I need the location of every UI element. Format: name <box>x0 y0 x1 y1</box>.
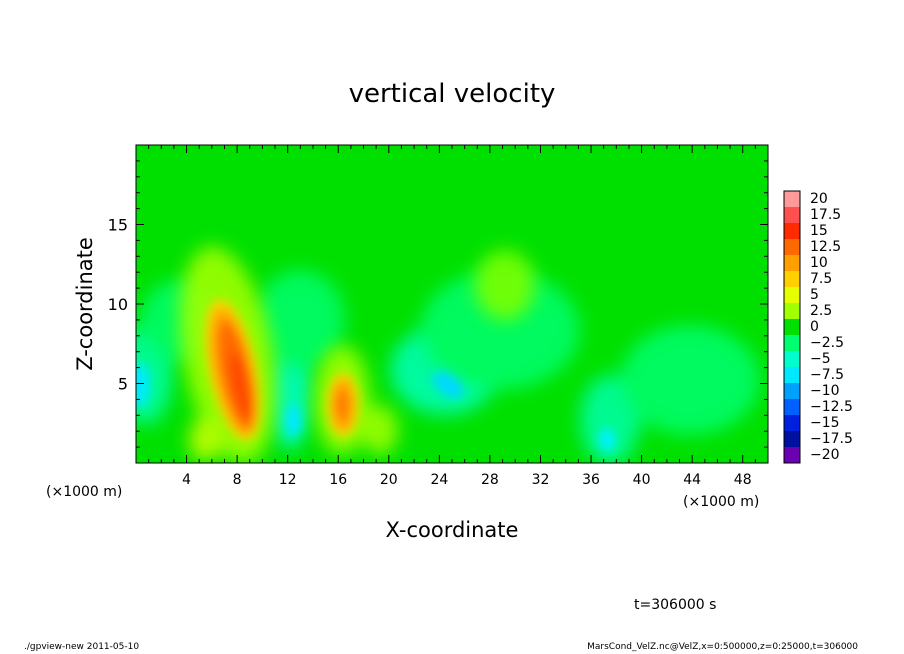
colorbar-swatch <box>784 351 800 367</box>
colorbar-swatch <box>784 335 800 351</box>
x-tick-label: 36 <box>582 472 600 488</box>
time-label: t=306000 s <box>634 597 716 613</box>
colorbar-swatch <box>784 383 800 399</box>
colorbar-label: −5 <box>810 351 831 367</box>
heatmap-field <box>136 145 768 463</box>
colorbar-swatch <box>784 447 800 463</box>
x-tick-label: 28 <box>481 472 499 488</box>
footer-left: ./gpview-new 2011-05-10 <box>24 642 140 652</box>
x-tick-label: 16 <box>329 472 347 488</box>
colorbar-label: −15 <box>810 415 840 431</box>
downdraft-core-x24 <box>432 371 464 399</box>
x-tick-label: 20 <box>380 472 398 488</box>
weak-downdraft-x13 <box>255 270 345 370</box>
colorbar-label: −20 <box>810 447 840 463</box>
colorbar-swatch <box>784 191 800 207</box>
x-tick-label: 48 <box>734 472 752 488</box>
colorbar-swatch <box>784 223 800 239</box>
x-axis-title: X-coordinate <box>386 518 519 542</box>
colorbar-swatch <box>784 255 800 271</box>
downdraft-core-x12 <box>285 404 301 436</box>
chart-title: vertical velocity <box>349 79 556 109</box>
updraft-halo-x19 <box>362 405 398 455</box>
x-tick-label: 32 <box>532 472 550 488</box>
footer-right: MarsCond_VelZ.nc@VelZ,x=0:500000,z=0:250… <box>587 642 858 652</box>
y-tick-label: 5 <box>118 375 128 394</box>
x-tick-label: 40 <box>633 472 651 488</box>
updraft-x16-core <box>336 390 348 420</box>
x-axis: 4 8 12 16 20 24 28 32 36 40 44 48 <box>148 145 756 488</box>
colorbar-label: 7.5 <box>810 271 832 287</box>
x-tick-label: 4 <box>182 472 191 488</box>
colorbar: 2017.51512.5107.552.50−2.5−5−7.5−10−12.5… <box>783 190 853 464</box>
x-tick-label: 8 <box>233 472 242 488</box>
colorbar-swatch <box>784 303 800 319</box>
colorbar-swatch <box>784 319 800 335</box>
updraft-halo-x6 <box>189 418 221 462</box>
x-tick-label: 12 <box>279 472 297 488</box>
x-tick-label: 44 <box>683 472 701 488</box>
downdraft-core-x37 <box>599 428 615 452</box>
colorbar-label: 17.5 <box>810 207 841 223</box>
x-unit-note-right: (×1000 m) <box>683 494 759 510</box>
colorbar-label: 0 <box>810 319 819 335</box>
weak-downdraft-x28 <box>420 270 580 390</box>
x-unit-note-left: (×1000 m) <box>46 484 122 500</box>
colorbar-label: 2.5 <box>810 303 832 319</box>
colorbar-label: −12.5 <box>810 399 853 415</box>
x-tick-label: 24 <box>430 472 448 488</box>
updraft-halo-x29 <box>475 250 535 320</box>
colorbar-label: 10 <box>810 255 828 271</box>
weak-downdraft-x44 <box>620 325 760 435</box>
colorbar-label: −10 <box>810 383 840 399</box>
colorbar-swatch <box>784 239 800 255</box>
colorbar-label: 15 <box>810 223 828 239</box>
y-tick-label: 15 <box>108 216 128 235</box>
colorbar-label: 12.5 <box>810 239 841 255</box>
colorbar-label: 20 <box>810 191 828 207</box>
colorbar-frame <box>783 190 801 464</box>
colorbar-swatch <box>784 367 800 383</box>
updraft-x8-peak <box>229 351 251 419</box>
colorbar-label: −7.5 <box>810 367 844 383</box>
colorbar-swatch <box>784 431 800 447</box>
y-axis-title: Z-coordinate <box>73 237 97 371</box>
colorbar-swatch <box>784 415 800 431</box>
colorbar-label: −17.5 <box>810 431 853 447</box>
colorbar-swatch <box>784 207 800 223</box>
y-axis: 5 10 15 <box>108 160 768 448</box>
colorbar-swatch <box>784 399 800 415</box>
colorbar-swatch <box>784 287 800 303</box>
y-tick-label: 10 <box>108 295 128 314</box>
colorbar-label: 5 <box>810 287 819 303</box>
downdraft-core-left <box>136 363 150 407</box>
colorbar-label: −2.5 <box>810 335 844 351</box>
colorbar-swatch <box>784 271 800 287</box>
